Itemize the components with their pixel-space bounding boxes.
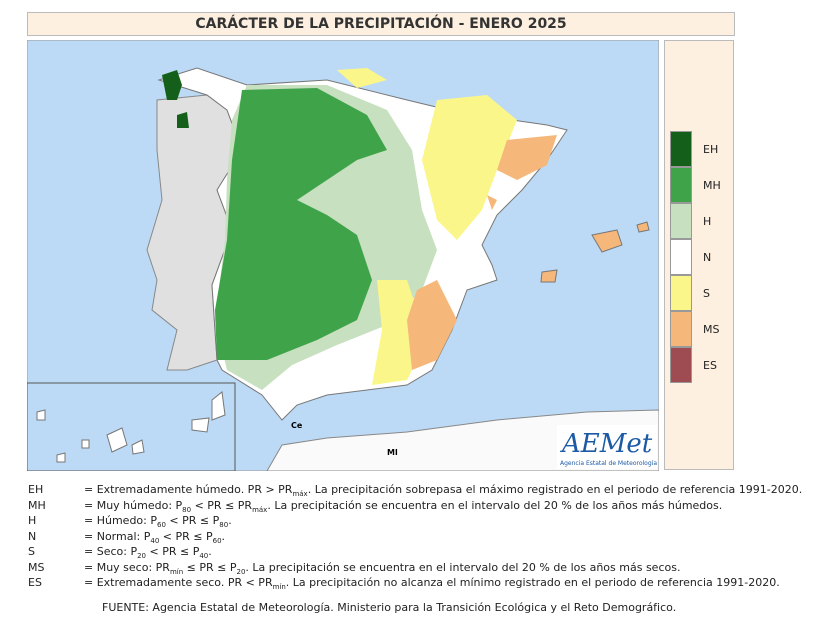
extremely-humid-area xyxy=(162,70,189,128)
definition-text: = Normal: P40 < PR ≤ P60. xyxy=(84,530,225,545)
text: = Muy húmedo: P xyxy=(84,498,183,512)
canary-islands xyxy=(36,391,226,463)
dry-area xyxy=(337,68,517,385)
text: . La precipitación no alcanza el mínimo … xyxy=(285,576,780,589)
definition-text: = Extremadamente húmedo. PR > PRmáx. La … xyxy=(84,483,802,498)
definition-text: = Húmedo: P60 < PR ≤ P80. xyxy=(84,514,232,529)
legend-label: MS xyxy=(703,323,720,336)
subscript: 60 xyxy=(157,521,166,530)
legend-swatch xyxy=(670,239,692,275)
definition-code: N xyxy=(28,529,37,543)
text: . xyxy=(221,529,226,543)
text: ≤ PR ≤ P xyxy=(183,560,237,574)
subscript: mín xyxy=(169,567,184,576)
legend-label: S xyxy=(703,287,710,300)
legend-label: N xyxy=(703,251,712,264)
subscript: máx xyxy=(292,490,308,499)
text: = Húmedo: P xyxy=(84,514,157,527)
legend-swatch xyxy=(670,311,692,347)
definition-code: H xyxy=(28,514,37,527)
legend-label: H xyxy=(703,215,712,228)
definition-code: S xyxy=(28,545,35,558)
definition-text: = Extremadamente seco. PR < PRmín. La pr… xyxy=(84,576,780,591)
legend-label: ES xyxy=(703,359,717,372)
text: < PR ≤ P xyxy=(146,545,200,558)
map: Ce Ml AEMet Agencia Estatal de Meteorolo… xyxy=(27,40,659,471)
subscript: 60 xyxy=(212,536,222,545)
subscript: 40 xyxy=(199,552,209,561)
definition-text: = Seco: P20 < PR ≤ P40. xyxy=(84,545,212,560)
legend-swatch xyxy=(670,203,692,239)
text: . La precipitación se encuentra en el in… xyxy=(267,498,723,512)
definition-code: MH xyxy=(28,498,46,512)
map-title: CARÁCTER DE LA PRECIPITACIÓN - ENERO 202… xyxy=(27,12,735,36)
definition-code: ES xyxy=(28,576,42,589)
logo-box xyxy=(557,425,657,469)
very-dry-area xyxy=(407,135,557,370)
text: < PR ≤ P xyxy=(159,529,213,543)
subscript: 80 xyxy=(182,505,192,514)
legend-swatch xyxy=(670,347,692,383)
text: = Extremadamente seco. PR < PR xyxy=(84,576,273,589)
legend-swatch xyxy=(670,131,692,167)
very-humid-area xyxy=(215,88,387,360)
text: . La precipitación sobrepasa el máximo r… xyxy=(307,483,803,496)
definition-text: = Muy húmedo: P80 < PR ≤ PRmáx. La preci… xyxy=(84,499,722,514)
definition-text: = Muy seco: PRmín ≤ PR ≤ P20. La precipi… xyxy=(84,561,680,576)
text: = Muy seco: PR xyxy=(84,560,170,574)
text: . xyxy=(208,545,212,558)
legend-label: EH xyxy=(703,143,719,156)
source: FUENTE: Agencia Estatal de Meteorología.… xyxy=(102,601,677,614)
text: = Extremadamente húmedo. PR > PR xyxy=(84,483,293,496)
subscript: 80 xyxy=(219,521,229,530)
subscript: mín xyxy=(272,583,286,592)
logo-name: AEMet xyxy=(560,429,653,459)
ceuta-label: Ce xyxy=(291,421,303,430)
text: . La precipitación se encuentra en el in… xyxy=(245,560,681,574)
text: = Seco: P xyxy=(84,545,138,558)
legend-swatch xyxy=(670,167,692,203)
legend-swatch xyxy=(670,275,692,311)
legend: EH MH H N S MS ES xyxy=(664,40,734,470)
melilla-label: Ml xyxy=(387,448,398,457)
balearic-islands xyxy=(540,221,650,283)
text: . xyxy=(228,514,232,527)
subscript: máx xyxy=(252,505,268,514)
text: = Normal: P xyxy=(84,529,151,543)
text: < PR ≤ P xyxy=(165,514,220,527)
subscript: 40 xyxy=(150,536,160,545)
subscript: 20 xyxy=(137,552,146,561)
text: < PR ≤ PR xyxy=(191,498,253,512)
subscript: 20 xyxy=(236,567,246,576)
legend-label: MH xyxy=(703,179,721,192)
definition-code: EH xyxy=(28,483,44,496)
definition-code: MS xyxy=(28,560,45,574)
logo-subtitle: Agencia Estatal de Meteorología xyxy=(560,460,657,467)
